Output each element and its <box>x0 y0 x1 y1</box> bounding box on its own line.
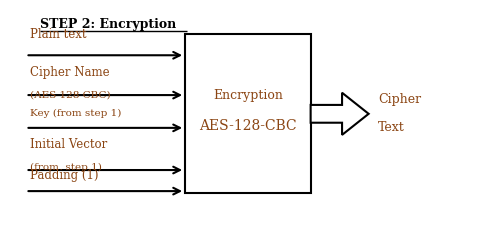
Text: Encryption: Encryption <box>213 89 283 102</box>
Polygon shape <box>311 93 369 135</box>
Text: (from  step 1): (from step 1) <box>31 163 102 172</box>
Text: STEP 2: Encryption: STEP 2: Encryption <box>40 18 176 31</box>
FancyBboxPatch shape <box>185 34 311 193</box>
Text: Text: Text <box>378 121 405 134</box>
Text: Key (from step 1): Key (from step 1) <box>31 109 122 118</box>
Text: Plain text: Plain text <box>31 28 87 41</box>
Text: Initial Vector: Initial Vector <box>31 138 107 151</box>
Text: Padding (1): Padding (1) <box>31 169 99 182</box>
Text: (AES 128 CBC): (AES 128 CBC) <box>31 91 111 100</box>
Text: AES-128-CBC: AES-128-CBC <box>199 118 296 132</box>
Text: Cipher: Cipher <box>378 93 421 106</box>
Text: Cipher Name: Cipher Name <box>31 66 110 79</box>
